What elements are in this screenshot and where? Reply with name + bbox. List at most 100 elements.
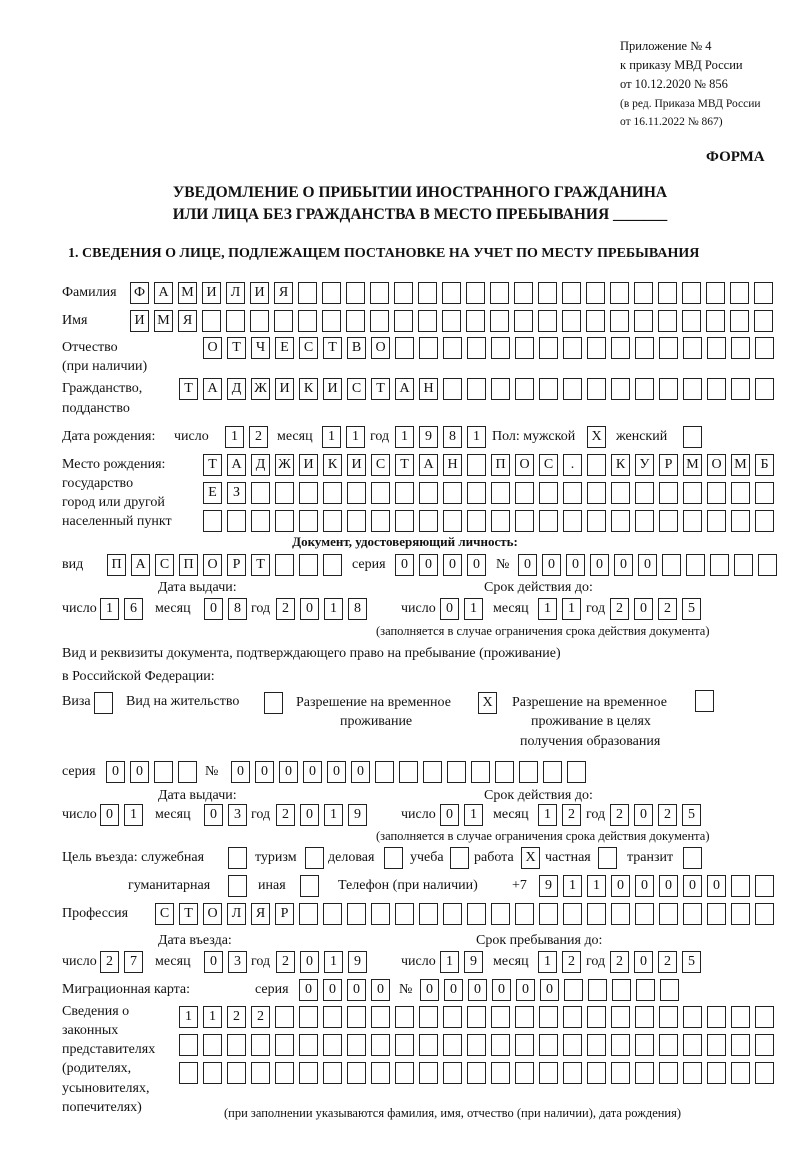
char-box[interactable]	[371, 510, 390, 532]
char-box[interactable]: Л	[227, 903, 246, 925]
char-box[interactable]: 2	[227, 1006, 246, 1028]
char-box[interactable]: 1	[464, 598, 483, 620]
char-box[interactable]	[443, 510, 462, 532]
char-box[interactable]	[395, 1006, 414, 1028]
char-box[interactable]: 9	[348, 804, 367, 826]
temp-permit-edu-checkbox[interactable]	[695, 690, 719, 712]
char-box[interactable]: 1	[538, 951, 557, 973]
char-box[interactable]: 1	[346, 426, 365, 448]
char-box[interactable]: С	[539, 454, 558, 476]
char-box[interactable]: А	[419, 454, 438, 476]
char-box[interactable]	[443, 1006, 462, 1028]
char-box[interactable]: О	[371, 337, 390, 359]
char-box[interactable]	[683, 482, 702, 504]
char-box[interactable]	[539, 482, 558, 504]
char-box[interactable]	[490, 310, 509, 332]
char-box[interactable]: 8	[348, 598, 367, 620]
char-box[interactable]: 0	[255, 761, 274, 783]
char-box[interactable]	[322, 282, 341, 304]
char-box[interactable]	[323, 1062, 342, 1084]
char-box[interactable]	[179, 1034, 198, 1056]
char-box[interactable]: 6	[124, 598, 143, 620]
char-box[interactable]	[611, 903, 630, 925]
char-box[interactable]	[395, 337, 414, 359]
char-box[interactable]: 0	[566, 554, 585, 576]
char-box[interactable]	[755, 1062, 774, 1084]
char-box[interactable]: 2	[276, 598, 295, 620]
char-box[interactable]	[683, 1006, 702, 1028]
char-box[interactable]	[490, 282, 509, 304]
char-box[interactable]: А	[203, 378, 222, 400]
char-box[interactable]	[395, 903, 414, 925]
char-box[interactable]	[471, 761, 490, 783]
char-box[interactable]	[443, 482, 462, 504]
char-box[interactable]: П	[491, 454, 510, 476]
checkbox-box[interactable]	[94, 692, 113, 714]
char-box[interactable]	[731, 903, 750, 925]
char-box[interactable]	[587, 510, 606, 532]
char-box[interactable]: 0	[347, 979, 366, 1001]
checkbox-box[interactable]	[305, 847, 324, 869]
char-box[interactable]: З	[227, 482, 246, 504]
char-box[interactable]: 0	[300, 598, 319, 620]
char-box[interactable]	[346, 310, 365, 332]
char-box[interactable]: А	[131, 554, 150, 576]
char-box[interactable]: 0	[611, 875, 630, 897]
char-box[interactable]: 1	[563, 875, 582, 897]
char-box[interactable]	[707, 903, 726, 925]
char-box[interactable]: 0	[327, 761, 346, 783]
char-box[interactable]	[538, 310, 557, 332]
char-box[interactable]: 9	[539, 875, 558, 897]
char-box[interactable]	[491, 510, 510, 532]
purpose-business-checkbox[interactable]	[384, 847, 408, 869]
char-box[interactable]	[299, 510, 318, 532]
char-box[interactable]: 5	[682, 804, 701, 826]
char-box[interactable]: С	[299, 337, 318, 359]
char-box[interactable]: 5	[682, 598, 701, 620]
char-box[interactable]	[755, 337, 774, 359]
char-box[interactable]	[707, 1062, 726, 1084]
char-box[interactable]: А	[154, 282, 173, 304]
char-box[interactable]	[275, 554, 294, 576]
char-box[interactable]	[394, 282, 413, 304]
char-box[interactable]	[371, 1062, 390, 1084]
char-box[interactable]	[683, 510, 702, 532]
char-box[interactable]	[611, 1006, 630, 1028]
char-box[interactable]	[203, 1034, 222, 1056]
char-box[interactable]: 0	[420, 979, 439, 1001]
checkbox-box[interactable]	[264, 692, 283, 714]
char-box[interactable]: 0	[323, 979, 342, 1001]
char-box[interactable]	[662, 554, 681, 576]
char-box[interactable]: 0	[231, 761, 250, 783]
char-box[interactable]	[634, 310, 653, 332]
char-box[interactable]	[538, 282, 557, 304]
char-box[interactable]	[539, 337, 558, 359]
char-box[interactable]: 2	[658, 804, 677, 826]
char-box[interactable]: Р	[275, 903, 294, 925]
char-box[interactable]	[419, 482, 438, 504]
char-box[interactable]: 0	[371, 979, 390, 1001]
char-box[interactable]: И	[275, 378, 294, 400]
char-box[interactable]	[539, 903, 558, 925]
char-box[interactable]	[543, 761, 562, 783]
checkbox-box[interactable]: X	[521, 847, 540, 869]
char-box[interactable]	[587, 1062, 606, 1084]
char-box[interactable]	[203, 1062, 222, 1084]
char-box[interactable]	[347, 510, 366, 532]
char-box[interactable]	[467, 1062, 486, 1084]
char-box[interactable]: В	[347, 337, 366, 359]
purpose-transit-checkbox[interactable]	[683, 847, 707, 869]
char-box[interactable]	[731, 875, 750, 897]
char-box[interactable]: 0	[279, 761, 298, 783]
char-box[interactable]: М	[683, 454, 702, 476]
char-box[interactable]	[491, 1062, 510, 1084]
char-box[interactable]: И	[202, 282, 221, 304]
